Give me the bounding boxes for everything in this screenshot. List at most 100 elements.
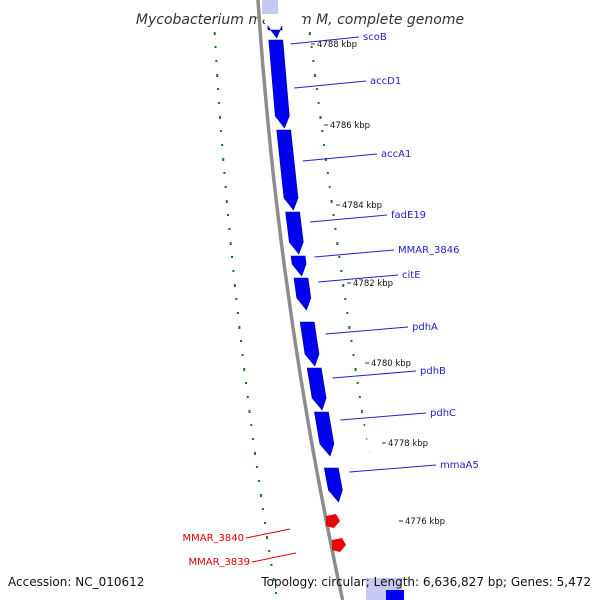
inner-tick [274, 592, 277, 594]
inner-tick [241, 354, 244, 356]
inner-tick [223, 172, 226, 174]
gene-arrow-pdhC [314, 411, 335, 457]
inner-tick [214, 46, 217, 48]
inner-tick [254, 452, 257, 455]
gene-label-pdhB: pdhB [420, 366, 446, 377]
outer-tick [360, 410, 363, 413]
outer-tick [363, 424, 366, 426]
kbp-label: 4784 kbp [342, 201, 382, 211]
outer-tick [340, 270, 343, 272]
inner-tick [259, 494, 262, 497]
gene-labels: scoB accD1 accA1 fadE19 MMAR_3846 citE pdhA pdh… [290, 32, 479, 473]
outer-tick [319, 116, 322, 119]
outer-tick [332, 214, 335, 216]
pseudogenes: MMAR_3840 MMAR_3839 [183, 514, 346, 568]
gene-label-pdhA: pdhA [412, 322, 438, 333]
outer-tick [352, 354, 355, 356]
inner-tick [252, 438, 255, 440]
gene-arrow-scoB [267, 24, 283, 39]
inner-tick [250, 424, 253, 426]
gene-arrow-offview [386, 590, 404, 600]
gene-leader-fadE19 [310, 214, 388, 223]
kbp-label: 4788 kbp [317, 40, 357, 50]
outer-tick [348, 326, 351, 329]
inner-tick [268, 550, 271, 552]
outer-tick [326, 172, 329, 174]
kbp-label: 4776 kbp [405, 517, 445, 527]
inner-tick [228, 228, 231, 230]
gene-arrow-MMAR_3846 [290, 255, 307, 277]
outer-tick [338, 256, 341, 258]
outer-tick [314, 74, 317, 77]
inner-tick [236, 312, 239, 314]
kbp-label: 4780 kbp [371, 359, 411, 369]
gene-leader-pdhC [340, 412, 427, 421]
gene-label-citE: citE [402, 270, 421, 281]
gene-arrow-citE [293, 277, 312, 311]
outer-tick [334, 228, 337, 230]
gene-label-MMAR_3846: MMAR_3846 [398, 245, 460, 256]
inner-tick [220, 130, 223, 132]
gene-arrow-pdhB [306, 367, 327, 411]
gene-arrow-fadE19 [285, 211, 304, 255]
gene-leader-citE [318, 274, 399, 283]
gene-label-pdhC: pdhC [430, 408, 456, 419]
inner-tick [255, 466, 258, 468]
outer-tick [330, 200, 333, 203]
gene-leader-accA1 [302, 153, 378, 162]
outer-tick [346, 312, 349, 314]
pseudogene-leader-MMAR_3839 [251, 552, 297, 563]
inner-tick [232, 270, 235, 272]
inner-tick [217, 88, 220, 90]
inner-tick [229, 242, 232, 245]
inner-tick [246, 396, 249, 398]
inner-tick [266, 536, 269, 539]
gene-track-band [262, 0, 402, 600]
gene-leader-pdhB [332, 370, 417, 379]
outer-tick [336, 242, 339, 245]
backbone-line [256, 0, 345, 600]
inner-tick [238, 326, 241, 329]
outer-tick [324, 158, 327, 161]
inner-tick [221, 144, 224, 146]
inner-tick [261, 508, 264, 510]
inner-tick [224, 186, 227, 188]
outer-tick [323, 144, 326, 146]
inner-tick [244, 382, 247, 384]
inner-tick [215, 60, 218, 62]
outer-tick [354, 368, 357, 371]
gene-track [262, 0, 402, 600]
outer-tick [344, 298, 347, 300]
gene-label-accD1: accD1 [370, 76, 401, 87]
gene-arrow-accD1 [268, 39, 290, 129]
inner-tick [235, 298, 238, 300]
outer-tick [317, 102, 320, 104]
inner-tick [239, 340, 242, 342]
gene-label-fadE19: fadE19 [391, 210, 426, 221]
gene-offview-top [262, 0, 278, 14]
gene-label-mmaA5: mmaA5 [440, 460, 479, 471]
outer-tick [342, 284, 345, 287]
accession-text: Accession: NC_010612 [8, 575, 144, 589]
inner-tick [243, 368, 246, 371]
pseudogene-shape-MMAR_3840 [326, 514, 340, 528]
pseudogene-label-MMAR_3840: MMAR_3840 [183, 533, 245, 544]
kbp-label: 4786 kbp [330, 121, 370, 131]
inner-tick [219, 116, 222, 119]
topology-text: Topology: circular; Length: 6,636,827 bp… [260, 575, 591, 589]
gene-leader-MMAR_3846 [314, 249, 395, 258]
gene-arrow-mmaA5 [323, 467, 343, 503]
kbp-label: 4782 kbp [353, 279, 393, 289]
inner-tick [218, 102, 221, 104]
inner-tick [233, 284, 236, 287]
inner-tick [213, 32, 216, 35]
outer-tick [358, 396, 361, 398]
gene-leader-pdhA [325, 326, 409, 335]
gene-leader-mmaA5 [349, 464, 437, 473]
inner-tick [225, 200, 228, 203]
kbp-labels: 4788 kbp 4786 kbp 4784 kbp 4782 kbp 4780 kbp… [311, 40, 445, 527]
inner-tick [270, 564, 273, 566]
gene-arrows [262, 0, 404, 600]
pseudogene-leader-MMAR_3840 [245, 528, 291, 539]
